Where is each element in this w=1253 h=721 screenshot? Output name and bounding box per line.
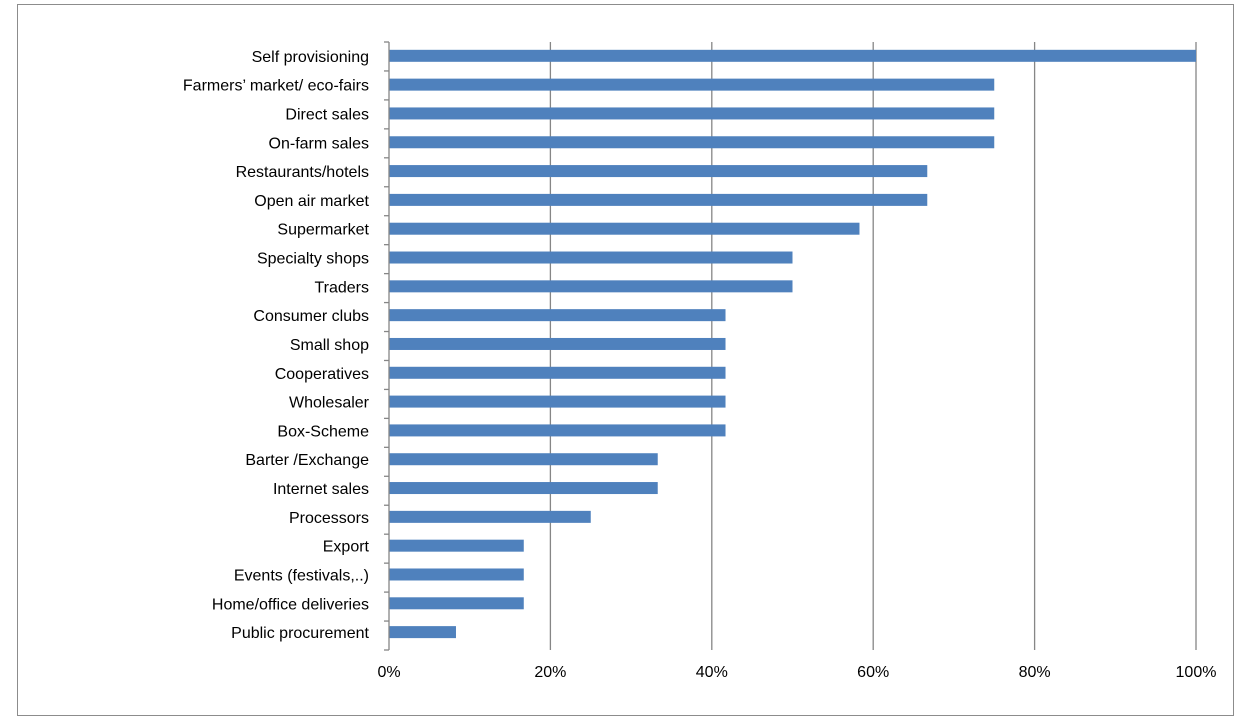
category-label: Specialty shops bbox=[257, 251, 369, 268]
category-label: Barter /Exchange bbox=[245, 452, 369, 469]
bar bbox=[389, 280, 793, 293]
bar bbox=[389, 193, 928, 206]
category-label: Export bbox=[323, 539, 370, 556]
category-label: Traders bbox=[314, 279, 369, 296]
category-labels: Self provisioning Farmers’ market/ eco-fa… bbox=[183, 49, 370, 642]
category-axis bbox=[384, 41, 390, 651]
bar bbox=[389, 424, 726, 437]
x-tick-label: 0% bbox=[377, 664, 400, 681]
bar bbox=[389, 510, 591, 523]
category-label: Open air market bbox=[254, 193, 369, 210]
bar bbox=[389, 626, 456, 639]
x-tick-label: 20% bbox=[534, 664, 566, 681]
bars bbox=[389, 49, 1196, 639]
x-tick-label: 80% bbox=[1019, 664, 1051, 681]
category-label: Small shop bbox=[290, 337, 369, 354]
bar bbox=[389, 597, 524, 610]
category-label: On-farm sales bbox=[269, 135, 369, 152]
category-label: Processors bbox=[289, 510, 369, 527]
category-label: Events (festivals,..) bbox=[234, 567, 369, 584]
category-label: Self provisioning bbox=[252, 49, 369, 66]
category-label: Home/office deliveries bbox=[212, 596, 369, 613]
bar bbox=[389, 539, 524, 552]
bar bbox=[389, 309, 726, 322]
category-label: Supermarket bbox=[277, 222, 369, 239]
category-label: Internet sales bbox=[273, 481, 369, 498]
bar bbox=[389, 453, 658, 466]
bar bbox=[389, 165, 928, 178]
category-label: Farmers’ market/ eco-fairs bbox=[183, 78, 369, 95]
category-label: Direct sales bbox=[285, 106, 369, 123]
category-label: Cooperatives bbox=[275, 366, 369, 383]
bar bbox=[389, 222, 860, 235]
bar bbox=[389, 107, 995, 120]
bar bbox=[389, 78, 995, 91]
value-tick-labels: 0% 20% 40% 60% 80% 100% bbox=[377, 664, 1216, 681]
category-label: Public procurement bbox=[231, 625, 369, 642]
category-label: Restaurants/hotels bbox=[236, 164, 369, 181]
category-label: Consumer clubs bbox=[253, 308, 369, 325]
category-label: Box-Scheme bbox=[277, 423, 369, 440]
x-tick-label: 40% bbox=[696, 664, 728, 681]
bar bbox=[389, 251, 793, 264]
bar bbox=[389, 395, 726, 408]
bar bbox=[389, 337, 726, 350]
x-tick-label: 60% bbox=[857, 664, 889, 681]
bar bbox=[389, 136, 995, 149]
bar bbox=[389, 482, 658, 495]
bar bbox=[389, 49, 1196, 62]
bar bbox=[389, 568, 524, 581]
category-label: Wholesaler bbox=[289, 395, 370, 412]
x-tick-label: 100% bbox=[1176, 664, 1217, 681]
chart-frame bbox=[17, 4, 1234, 716]
bar bbox=[389, 366, 726, 379]
